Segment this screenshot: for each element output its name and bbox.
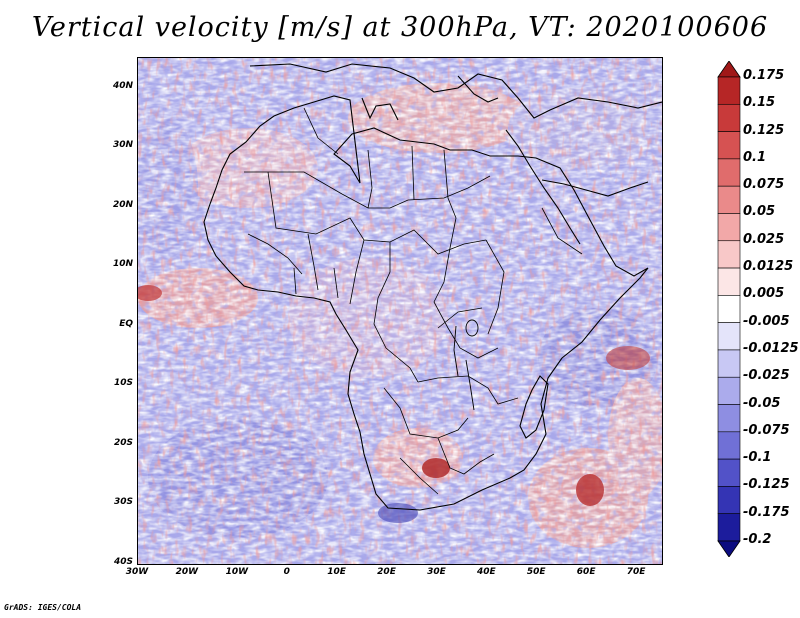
colorbar	[717, 61, 741, 557]
colorbar-tick-label: 0.025	[743, 231, 785, 247]
lat-tick-label: 20N	[112, 199, 133, 210]
colorbar-bin	[717, 267, 741, 296]
colorbar-tick-label: 0.075	[743, 177, 785, 193]
colorbar-tick-label: -0.005	[743, 313, 790, 329]
colorbar-tick-label: 0.125	[743, 122, 785, 138]
lat-tick-label: 10S	[113, 378, 133, 389]
credit-text: GrADS: IGES/COLA	[4, 603, 82, 612]
lon-tick-label: 50E	[526, 567, 546, 577]
colorbar-arrow-bottom	[717, 540, 741, 557]
colorbar-tick-label: -0.05	[743, 395, 781, 411]
colorbar-bin	[717, 185, 741, 214]
field-cores	[138, 285, 650, 523]
coastlines	[203, 63, 662, 511]
colorbar-bin	[717, 376, 741, 405]
lon-tick-label: 30W	[125, 567, 149, 577]
colorbar-tick-label: -0.0125	[743, 340, 799, 356]
lat-tick-label: 40N	[112, 80, 133, 91]
lat-tick-label: 30S	[113, 497, 133, 508]
lat-tick-label: 10N	[112, 259, 133, 270]
colorbar-tick-label: 0.05	[743, 204, 776, 220]
colorbar-tick-label: -0.175	[743, 504, 790, 520]
lon-tick-label: 60E	[576, 567, 596, 577]
lon-tick-label: 20W	[175, 567, 199, 577]
lakes	[453, 319, 479, 411]
colorbar-bin	[717, 513, 741, 542]
lat-tick-label: 40S	[113, 557, 133, 567]
colorbar-bin	[717, 158, 741, 187]
lon-tick-label: 30E	[427, 567, 446, 577]
colorbar-tick-label: -0.1	[743, 450, 772, 466]
colorbar-tick-label: 0.1	[743, 149, 767, 165]
field-noise-blue	[138, 58, 662, 564]
colorbar-bin	[717, 486, 741, 515]
colorbar-arrow-top	[717, 61, 741, 78]
colorbar-bin	[717, 349, 741, 378]
colorbar-bin	[717, 458, 741, 487]
colorbar-bin	[717, 213, 741, 242]
lon-tick-label: 10E	[327, 567, 346, 577]
lon-tick-label: 20E	[377, 567, 396, 577]
colorbar-tick-label: -0.025	[743, 368, 790, 384]
colorbar-bin	[717, 131, 741, 160]
map-canvas	[138, 58, 662, 564]
colorbar-bin	[717, 431, 741, 460]
colorbar-bin	[717, 240, 741, 269]
chart-title: Vertical velocity [m/s] at 300hPa, VT: 2…	[31, 12, 769, 43]
map-panel	[137, 57, 663, 565]
colorbar-tick-label: -0.075	[743, 422, 790, 438]
colorbar-bin	[717, 76, 741, 105]
colorbar-tick-label: -0.125	[743, 477, 790, 493]
lon-tick-label: 70E	[626, 567, 646, 577]
lat-tick-label: EQ	[119, 318, 133, 329]
lon-tick-label: 0	[283, 567, 290, 577]
colorbar-tick-label: 0.005	[743, 286, 785, 302]
lon-tick-label: 40E	[476, 567, 496, 577]
country-borders	[244, 107, 583, 495]
colorbar-bin	[717, 103, 741, 132]
colorbar-bin	[717, 404, 741, 433]
colorbar-bin	[717, 295, 741, 323]
lat-tick-label: 30N	[112, 140, 133, 151]
colorbar-tick-label: 0.15	[743, 95, 776, 111]
colorbar-tick-label: 0.0125	[743, 259, 794, 275]
colorbar-bin	[717, 322, 741, 351]
lon-tick-label: 10W	[225, 567, 249, 577]
lat-tick-label: 20S	[113, 437, 133, 448]
colorbar-tick-label: -0.2	[743, 532, 772, 547]
colorbar-tick-label: 0.175	[743, 68, 785, 83]
